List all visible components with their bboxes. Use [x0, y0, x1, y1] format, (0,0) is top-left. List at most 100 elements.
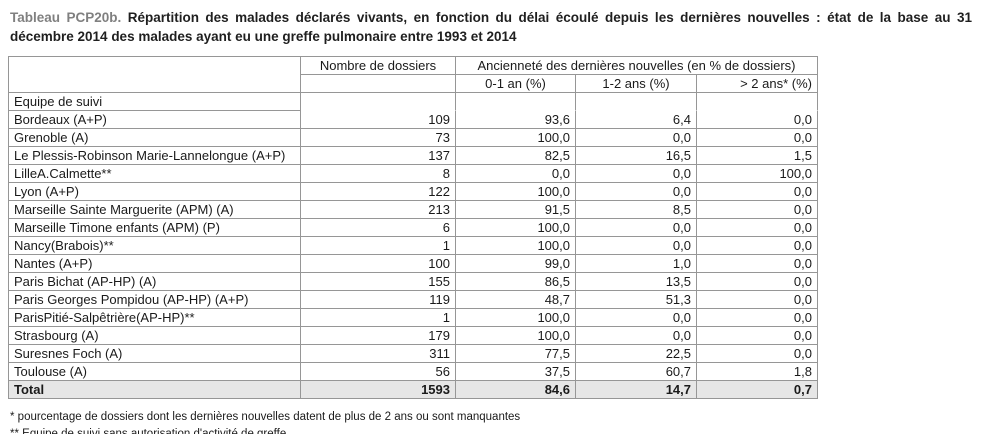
pct-2plus-cell: 0,0 [697, 255, 818, 274]
table-row-nantes: Nantes (A+P) 100 99,0 1,0 0,0 [9, 255, 818, 274]
table-row-lille: LilleA.Calmette** 8 0,0 0,0 100,0 [9, 165, 818, 184]
dossiers-cell: 56 [301, 363, 456, 382]
table-title-text: Répartition des malades déclarés vivants… [10, 10, 972, 45]
team-cell: Nantes (A+P) [9, 255, 301, 274]
dossiers-cell: 122 [301, 183, 456, 202]
team-cell: Bordeaux (A+P) [9, 111, 301, 130]
pct-2plus-cell: 0,0 [697, 327, 818, 346]
total-pct-0-1-cell: 84,6 [456, 381, 576, 400]
pct-0-1-cell: 100,0 [456, 237, 576, 256]
subheader-over-2-years: > 2 ans* (%) [697, 75, 818, 94]
dossiers-cell: 1 [301, 309, 456, 328]
pct-1-2-cell: 8,5 [576, 201, 697, 220]
pct-2plus-cell: 0,0 [697, 219, 818, 238]
pct-2plus-cell: 100,0 [697, 165, 818, 184]
team-cell: Paris Georges Pompidou (AP-HP) (A+P) [9, 291, 301, 310]
empty-cell [576, 93, 697, 112]
empty-cell [697, 93, 818, 112]
pct-0-1-cell: 86,5 [456, 273, 576, 292]
empty-cell [301, 93, 456, 112]
pct-2plus-cell: 0,0 [697, 345, 818, 364]
team-cell: Paris Bichat (AP-HP) (A) [9, 273, 301, 292]
pct-2plus-cell: 0,0 [697, 111, 818, 130]
pct-1-2-cell: 0,0 [576, 183, 697, 202]
subheader-1-2-years: 1-2 ans (%) [576, 75, 697, 94]
dossiers-cell: 6 [301, 219, 456, 238]
team-cell: Toulouse (A) [9, 363, 301, 382]
pct-1-2-cell: 6,4 [576, 111, 697, 130]
dossiers-cell: 155 [301, 273, 456, 292]
pct-1-2-cell: 1,0 [576, 255, 697, 274]
pct-2plus-cell: 0,0 [697, 291, 818, 310]
pct-2plus-cell: 0,0 [697, 183, 818, 202]
dossiers-cell: 100 [301, 255, 456, 274]
pct-2plus-cell: 0,0 [697, 309, 818, 328]
pct-1-2-cell: 0,0 [576, 237, 697, 256]
dossiers-cell: 137 [301, 147, 456, 166]
pct-0-1-cell: 91,5 [456, 201, 576, 220]
pct-2plus-cell: 0,0 [697, 129, 818, 148]
footnotes: * pourcentage de dossiers dont les derni… [10, 409, 986, 434]
pct-0-1-cell: 100,0 [456, 219, 576, 238]
records-count-header: Nombre de dossiers [301, 57, 456, 76]
pct-2plus-cell: 1,8 [697, 363, 818, 382]
recency-group-header: Ancienneté des dernières nouvelles (en %… [456, 57, 818, 76]
table-row-nancy: Nancy(Brabois)** 1 100,0 0,0 0,0 [9, 237, 818, 256]
dossiers-cell: 8 [301, 165, 456, 184]
header-row-2: 0-1 an (%) 1-2 ans (%) > 2 ans* (%) [9, 75, 818, 94]
dossiers-cell: 73 [301, 129, 456, 148]
dossiers-cell: 119 [301, 291, 456, 310]
header-row-1: Nombre de dossiers Ancienneté des derniè… [9, 57, 818, 94]
dossiers-cell: 109 [301, 111, 456, 130]
empty-subheader-cell [301, 75, 456, 94]
table-title: Tableau PCP20b. Répartition des malades … [0, 0, 982, 52]
team-cell: Marseille Timone enfants (APM) (P) [9, 219, 301, 238]
corner-cell [9, 57, 301, 94]
pct-1-2-cell: 60,7 [576, 363, 697, 382]
section-label-row: Equipe de suivi [9, 93, 818, 112]
pct-2plus-cell: 0,0 [697, 237, 818, 256]
team-cell: Grenoble (A) [9, 129, 301, 148]
pct-0-1-cell: 100,0 [456, 327, 576, 346]
table-row-grenoble: Grenoble (A) 73 100,0 0,0 0,0 [9, 129, 818, 148]
table-row-lyon: Lyon (A+P) 122 100,0 0,0 0,0 [9, 183, 818, 202]
pct-2plus-cell: 1,5 [697, 147, 818, 166]
team-cell: Le Plessis-Robinson Marie-Lannelongue (A… [9, 147, 301, 166]
section-label-cell: Equipe de suivi [9, 93, 301, 112]
footnote-asterisk: * pourcentage de dossiers dont les derni… [10, 411, 521, 424]
pct-0-1-cell: 37,5 [456, 363, 576, 382]
pct-2plus-cell: 0,0 [697, 273, 818, 292]
pct-0-1-cell: 100,0 [456, 129, 576, 148]
pct-1-2-cell: 0,0 [576, 165, 697, 184]
team-cell: Lyon (A+P) [9, 183, 301, 202]
pct-0-1-cell: 77,5 [456, 345, 576, 364]
pct-1-2-cell: 51,3 [576, 291, 697, 310]
table-row-suresnes-foch: Suresnes Foch (A) 311 77,5 22,5 0,0 [9, 345, 818, 364]
table-row-paris-bichat: Paris Bichat (AP-HP) (A) 155 86,5 13,5 0… [9, 273, 818, 292]
pct-2plus-cell: 0,0 [697, 201, 818, 220]
dossiers-cell: 213 [301, 201, 456, 220]
pct-0-1-cell: 99,0 [456, 255, 576, 274]
total-pct-1-2-cell: 14,7 [576, 381, 697, 400]
pct-0-1-cell: 82,5 [456, 147, 576, 166]
team-cell: Strasbourg (A) [9, 327, 301, 346]
empty-cell [456, 93, 576, 112]
table-row-le-plessis-robinson: Le Plessis-Robinson Marie-Lannelongue (A… [9, 147, 818, 166]
total-label-cell: Total [9, 381, 301, 400]
subheader-0-1-year: 0-1 an (%) [456, 75, 576, 94]
pct-0-1-cell: 93,6 [456, 111, 576, 130]
total-dossiers-cell: 1593 [301, 381, 456, 400]
team-cell: LilleA.Calmette** [9, 165, 301, 184]
table-number-label: Tableau PCP20b. [10, 10, 122, 25]
pct-1-2-cell: 22,5 [576, 345, 697, 364]
total-pct-2plus-cell: 0,7 [697, 381, 818, 400]
table-row-toulouse: Toulouse (A) 56 37,5 60,7 1,8 [9, 363, 818, 382]
team-cell: Nancy(Brabois)** [9, 237, 301, 256]
pct-0-1-cell: 100,0 [456, 183, 576, 202]
pct-0-1-cell: 48,7 [456, 291, 576, 310]
followup-delay-table: Nombre de dossiers Ancienneté des derniè… [8, 56, 818, 400]
dossiers-cell: 179 [301, 327, 456, 346]
footnote-double-asterisk: ** Equipe de suivi sans autorisation d'a… [10, 427, 287, 434]
pct-1-2-cell: 0,0 [576, 309, 697, 328]
